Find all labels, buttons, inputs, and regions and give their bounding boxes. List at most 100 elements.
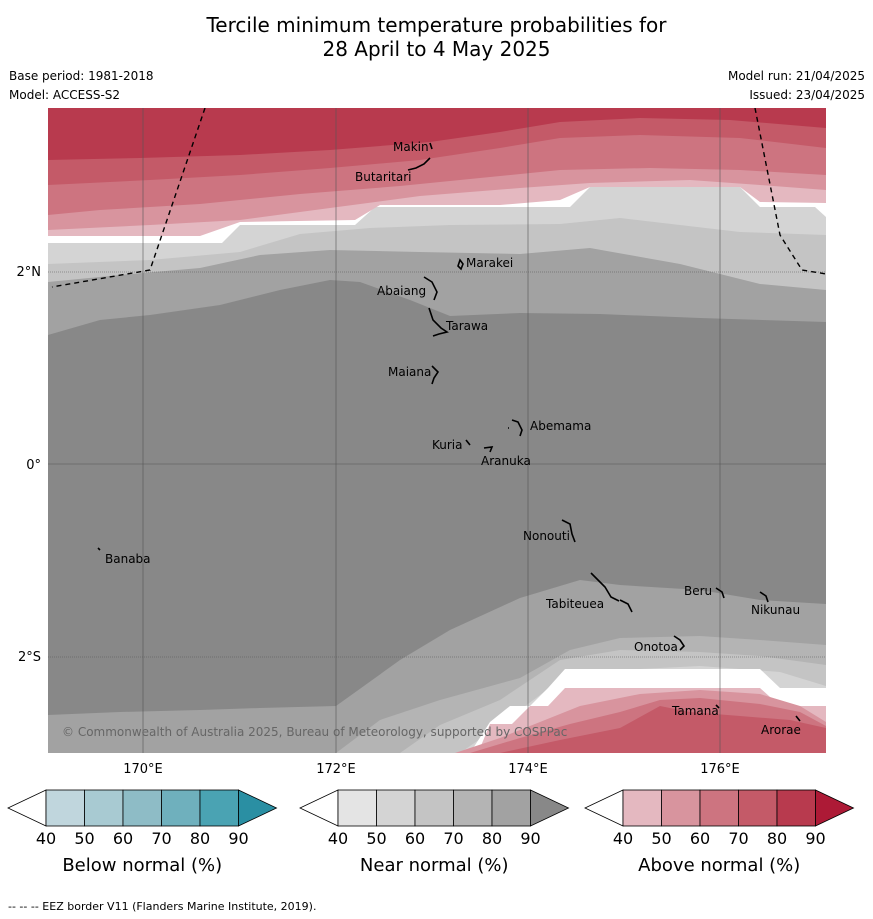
eez-footnote: -- -- -- EEZ border V11 (Flanders Marine… <box>8 900 317 913</box>
colorbar-segment <box>661 789 701 827</box>
colorbar-over-triangle <box>530 789 570 827</box>
island-label-arorae: Arorae <box>761 723 801 737</box>
colorbar-tick-label: 70 <box>728 829 748 848</box>
colorbar-segment <box>161 789 201 827</box>
colorbar-segment <box>622 789 662 827</box>
longitude-labels: 170°E 172°E 174°E 176°E <box>123 762 740 777</box>
colorbar-segment <box>45 789 85 827</box>
island-label-onotoa: Onotoa <box>634 640 678 654</box>
colorbar-segment <box>199 789 239 827</box>
colorbar-tick-label: 70 <box>443 829 463 848</box>
lat-label: 2°S <box>18 650 41 665</box>
colorbar-tick-label: 40 <box>36 829 56 848</box>
eez-border-east <box>754 108 826 275</box>
island-label-abaiang: Abaiang <box>377 284 426 298</box>
model-name: Model: ACCESS-S2 <box>9 88 121 102</box>
colorbar-segment <box>453 789 493 827</box>
colorbar-segment <box>84 789 124 827</box>
island-label-makin: Makin <box>393 140 429 154</box>
colorbar-under-triangle <box>584 789 624 827</box>
island-abaiang-shape <box>423 276 438 301</box>
island-label-maiana: Maiana <box>388 365 431 379</box>
lon-label: 170°E <box>123 762 163 777</box>
map-panel: Makin Butaritari Marakei Abaiang Tarawa Maian… <box>48 108 826 753</box>
island-abemama-shape <box>508 419 523 437</box>
colorbar-title: Below normal (%) <box>62 855 222 876</box>
colorbar-tick-label: 40 <box>613 829 633 848</box>
colorbar-segment <box>738 789 778 827</box>
island-label-beru: Beru <box>684 584 712 598</box>
colorbar-segment <box>122 789 162 827</box>
chart-title-line2: 28 April to 4 May 2025 <box>322 37 551 61</box>
colorbar-tick-label: 80 <box>190 829 210 848</box>
island-label-aranuka: Aranuka <box>481 454 531 468</box>
island-label-banaba: Banaba <box>105 552 151 566</box>
colorbar-tick-label: 80 <box>482 829 502 848</box>
island-nikunau-shape <box>759 591 769 603</box>
colorbar-segment <box>376 789 416 827</box>
island-onotoa-shape <box>673 635 686 651</box>
colorbar-tick-label: 80 <box>767 829 787 848</box>
colorbar-tick-label: 70 <box>151 829 171 848</box>
colorbar-tick-label: 60 <box>405 829 425 848</box>
latitude-labels: 2°N 0° 2°S <box>17 265 42 665</box>
colorbar-tick-label: 60 <box>690 829 710 848</box>
island-label-abemama: Abemama <box>530 419 591 433</box>
colorbar-tick-label: 40 <box>328 829 348 848</box>
colorbar-1: 40 50 60 70 80 90 Near normal (%) <box>299 789 570 876</box>
colorbar-segment <box>699 789 739 827</box>
colorbar-under-triangle <box>7 789 47 827</box>
above-normal-70-band-south <box>500 706 826 753</box>
colorbar-tick-label: 50 <box>366 829 386 848</box>
colorbar-tick-label: 60 <box>113 829 133 848</box>
island-label-tabiteuea: Tabiteuea <box>545 597 604 611</box>
base-period: Base period: 1981-2018 <box>9 69 154 83</box>
island-banaba-shape <box>97 547 101 551</box>
lat-label: 0° <box>26 458 41 473</box>
lon-label: 174°E <box>508 762 548 777</box>
lon-label: 172°E <box>316 762 356 777</box>
island-nonouti-shape <box>561 519 576 543</box>
island-maiana-shape <box>431 365 440 385</box>
graticule-dotted <box>48 271 826 658</box>
colorbar-0: 40 50 60 70 80 90 Below normal (%) <box>7 789 278 876</box>
colorbar-title: Above normal (%) <box>638 855 800 876</box>
chart-title-line1: Tercile minimum temperature probabilitie… <box>206 13 667 37</box>
island-tarawa-shape <box>428 307 449 337</box>
colorbar-segment <box>776 789 816 827</box>
colorbar-tick-label: 50 <box>651 829 671 848</box>
island-label-tarawa: Tarawa <box>445 319 488 333</box>
island-makin-shape <box>407 142 433 171</box>
graticule <box>48 108 826 753</box>
island-marakei-shape <box>457 258 464 271</box>
copyright-text: © Commonwealth of Australia 2025, Bureau… <box>62 725 567 739</box>
colorbar-tick-label: 50 <box>74 829 94 848</box>
colorbar-title: Near normal (%) <box>360 855 509 876</box>
island-label-nikunau: Nikunau <box>751 603 800 617</box>
colorbar-tick-label: 90 <box>805 829 825 848</box>
island-beru-shape <box>715 587 725 599</box>
island-label-butaritari: Butaritari <box>355 170 412 184</box>
colorbar-tick-label: 90 <box>520 829 540 848</box>
island-arorae-shape <box>795 715 801 722</box>
eez-border-west <box>51 108 206 288</box>
colorbar-over-triangle <box>815 789 855 827</box>
island-tamana-shape <box>715 704 720 709</box>
island-tabiteuea-shape <box>590 572 633 613</box>
colorbar-segment <box>337 789 377 827</box>
island-label-tamana: Tamana <box>671 704 719 718</box>
island-label-kuria: Kuria <box>432 438 463 452</box>
island-label-nonouti: Nonouti <box>523 529 570 543</box>
colorbar-2: 40 50 60 70 80 90 Above normal (%) <box>584 789 855 876</box>
colorbars: 40 50 60 70 80 90 Below normal (%) 40 50 60 70 80 90… <box>7 789 855 876</box>
colorbar-segment <box>414 789 454 827</box>
island-outlines <box>97 142 801 722</box>
island-kuria-aranuka-shape <box>465 439 494 453</box>
colorbar-over-triangle <box>238 789 278 827</box>
issued-date: Issued: 23/04/2025 <box>749 88 865 102</box>
colorbar-tick-label: 90 <box>228 829 248 848</box>
above-normal-80-band-north <box>48 108 826 160</box>
lat-label: 2°N <box>17 265 42 280</box>
colorbar-segment <box>491 789 531 827</box>
